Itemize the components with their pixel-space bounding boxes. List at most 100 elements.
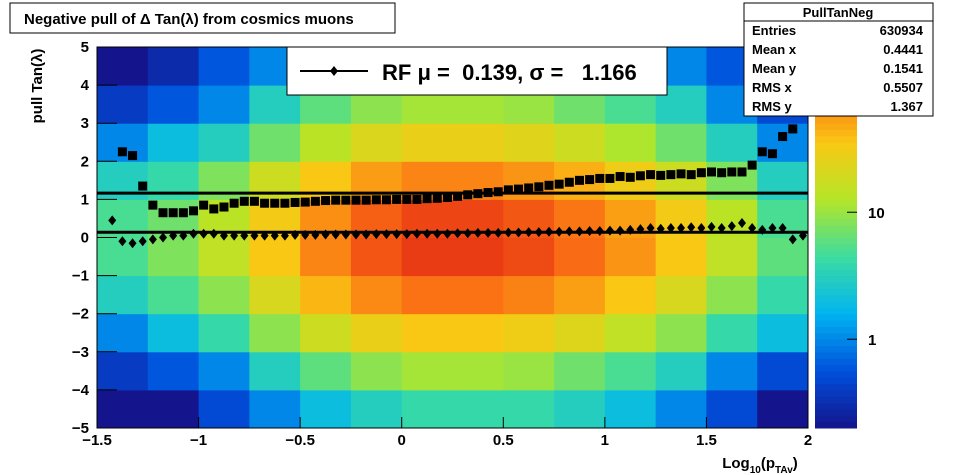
mean-marker — [473, 227, 482, 238]
sigma-marker — [402, 194, 412, 204]
mean-marker — [494, 227, 503, 238]
heat-cell — [554, 123, 606, 162]
heat-cell — [97, 389, 149, 429]
heat-cell — [757, 313, 809, 353]
sigma-marker — [351, 195, 361, 205]
mean-marker — [453, 228, 462, 239]
mean-marker — [138, 236, 147, 247]
mean-marker — [331, 229, 340, 240]
mean-marker — [128, 238, 137, 249]
sigma-marker — [788, 124, 798, 134]
heat-cell — [350, 237, 403, 277]
mean-marker — [250, 230, 259, 241]
sigma-marker — [564, 177, 574, 187]
heat-cell — [198, 351, 250, 391]
sigma-marker — [300, 197, 310, 207]
x-label-part: TAv — [775, 465, 793, 475]
y-tick-label: −1 — [72, 268, 89, 285]
heat-cell — [147, 47, 200, 86]
mean-marker — [565, 226, 574, 237]
heat-cell — [249, 351, 301, 391]
sigma-marker — [646, 170, 656, 180]
colorbar-segment — [815, 326, 857, 334]
mean-marker — [341, 229, 350, 240]
heat-cell — [554, 313, 606, 353]
sigma-marker — [229, 198, 239, 208]
sigma-marker — [778, 132, 788, 142]
y-axis-label: pull Tan(λ) — [29, 49, 46, 124]
y-tick-label: 2 — [81, 153, 89, 170]
mean-marker — [717, 222, 726, 233]
x-tick-label: 2 — [804, 432, 812, 449]
heat-cell — [655, 351, 707, 391]
sigma-marker — [524, 183, 534, 193]
mean-marker — [585, 226, 594, 237]
sigma-marker — [686, 170, 696, 180]
mean-marker — [362, 229, 371, 240]
mean-marker — [372, 229, 381, 240]
heat-cell — [604, 275, 657, 315]
colorbar-segment — [815, 142, 857, 150]
sigma-marker — [117, 147, 127, 157]
y-tick-label: −4 — [72, 382, 90, 399]
heat-cell — [300, 313, 352, 353]
mean-marker — [169, 230, 178, 241]
colorbar-segment — [815, 135, 857, 143]
sigma-marker — [432, 193, 442, 203]
stats-label: Mean y — [752, 61, 797, 76]
mean-marker — [270, 230, 279, 241]
heat-cell — [706, 351, 758, 391]
heat-cell — [300, 123, 352, 162]
sigma-marker — [422, 194, 432, 204]
mean-marker — [534, 227, 543, 238]
sigma-marker — [585, 175, 595, 185]
heat-cell — [706, 389, 758, 429]
sigma-marker — [442, 192, 452, 202]
sigma-marker — [249, 196, 259, 206]
mean-marker — [636, 224, 645, 235]
sigma-marker — [138, 181, 148, 191]
heat-cell — [706, 313, 758, 353]
mean-marker — [778, 222, 787, 233]
x-tick-label: 1 — [601, 432, 609, 449]
sigma-marker — [392, 194, 402, 204]
colorbar-segment — [815, 129, 857, 137]
heat-cell — [452, 351, 504, 391]
sigma-marker — [635, 171, 645, 181]
heat-cell — [503, 123, 555, 162]
heat-cell — [300, 237, 352, 277]
heat-cell — [97, 275, 149, 315]
colorbar-segment — [815, 288, 857, 296]
x-tick-label: 0.5 — [493, 432, 514, 449]
sigma-marker — [219, 202, 229, 212]
mean-marker — [514, 227, 523, 238]
sigma-marker — [656, 170, 666, 180]
sigma-marker — [747, 160, 757, 170]
heat-cell — [554, 351, 606, 391]
heat-cell — [147, 351, 200, 391]
mean-marker — [240, 230, 249, 241]
mean-marker — [727, 221, 736, 232]
heat-cell — [147, 85, 200, 124]
heat-cell — [249, 237, 301, 277]
heat-cell — [757, 389, 809, 429]
heat-cell — [350, 275, 403, 315]
x-tick-label: −1 — [190, 432, 207, 449]
mean-marker — [788, 234, 797, 245]
mean-marker — [209, 228, 218, 239]
mean-marker — [118, 236, 127, 247]
sigma-marker — [757, 147, 767, 157]
mean-marker — [544, 226, 553, 237]
stats-value: 0.4441 — [883, 42, 923, 57]
heat-cell — [554, 389, 606, 429]
heat-cell — [198, 123, 250, 162]
heat-cell — [706, 123, 758, 162]
heat-cell — [401, 351, 453, 391]
heat-cell — [554, 275, 606, 315]
stats-value: 0.1541 — [883, 61, 923, 76]
sigma-marker — [280, 198, 290, 208]
heat-cell — [147, 237, 200, 277]
heat-cell — [350, 389, 403, 429]
colorbar-segment — [815, 307, 857, 315]
sigma-marker — [158, 208, 168, 218]
